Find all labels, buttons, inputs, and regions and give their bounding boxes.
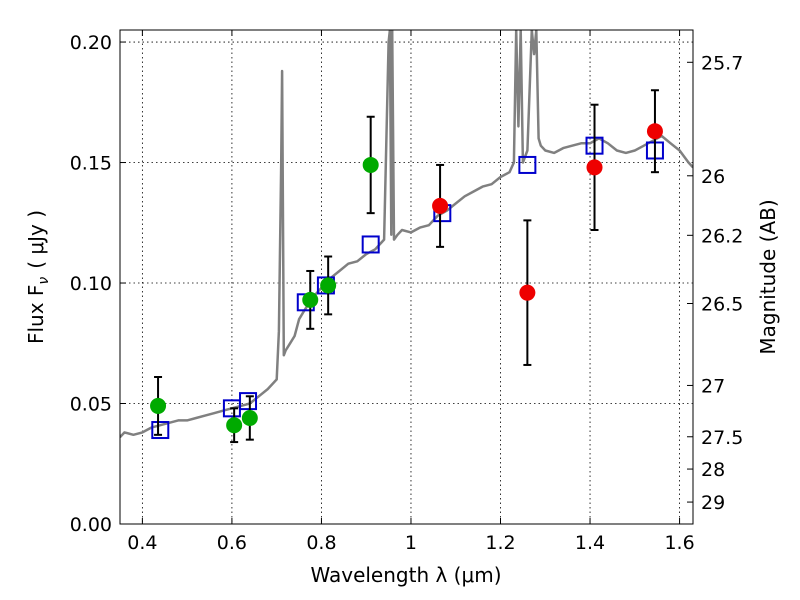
model-photometry-point: [518, 155, 537, 174]
y-tick-label: 0.05: [70, 394, 112, 416]
y-axis-label-unit: ( μJy ): [24, 210, 48, 269]
y-tick-label: 0.10: [70, 273, 112, 295]
y2-axis-label: Magnitude (AB): [756, 199, 780, 354]
plot-background: [120, 30, 693, 524]
observation-point: [646, 123, 663, 140]
y2-tick-label: 25.7: [701, 52, 743, 74]
y2-tick-label: 27: [701, 375, 725, 397]
axes: 0.4 0.6 0.8 1 1.2 1.4 1.6 0.00 0.05 0.10 0.15 0.20 2…: [70, 30, 743, 554]
y-axis-label: Flux Fν ( μJy ): [24, 210, 52, 344]
observation-point: [226, 417, 243, 434]
model-photometry-point: [151, 421, 170, 440]
grid-lines: [120, 30, 693, 525]
y-tick-label: 0.00: [70, 514, 112, 536]
x-tick-label: 1: [405, 532, 417, 554]
x-axis-label: Wavelength λ (μm): [310, 563, 501, 587]
spectrum-line: [120, 30, 693, 439]
data-series: [120, 30, 693, 444]
observation-point: [519, 284, 536, 301]
observation-point: [320, 277, 337, 294]
x-tick-label: 0.8: [306, 532, 336, 554]
y2-tick-label: 28: [701, 459, 725, 481]
observation-point: [150, 397, 167, 414]
x-tick-label: 1.2: [485, 532, 515, 554]
plot-frame: [119, 29, 694, 525]
observation-point: [362, 156, 379, 173]
observation-point: [241, 409, 258, 426]
x-tick-label: 0.6: [217, 532, 247, 554]
model-photometry-point: [361, 235, 380, 254]
svg-text:Flux Fν( μJy ): Flux Fν ( μJy ): [24, 210, 52, 344]
y2-tick-label: 26.5: [701, 294, 743, 316]
y2-tick-label: 26: [701, 166, 725, 188]
observation-point: [432, 197, 449, 214]
y-tick-label: 0.20: [70, 32, 112, 54]
y-tick-label: 0.15: [70, 153, 112, 175]
y2-tick-label: 26.2: [701, 225, 743, 247]
y2-tick-label: 29: [701, 492, 725, 514]
observation-point: [586, 159, 603, 176]
model-photometry-point: [239, 392, 258, 411]
observation-point: [302, 291, 319, 308]
y-axis-label-main: Flux F: [24, 285, 48, 344]
x-tick-label: 1.6: [664, 532, 694, 554]
x-tick-label: 0.4: [127, 532, 157, 554]
y2-tick-label: 27.5: [701, 427, 743, 449]
y-axis-label-subscript: ν: [36, 277, 52, 285]
x-tick-label: 1.4: [575, 532, 605, 554]
